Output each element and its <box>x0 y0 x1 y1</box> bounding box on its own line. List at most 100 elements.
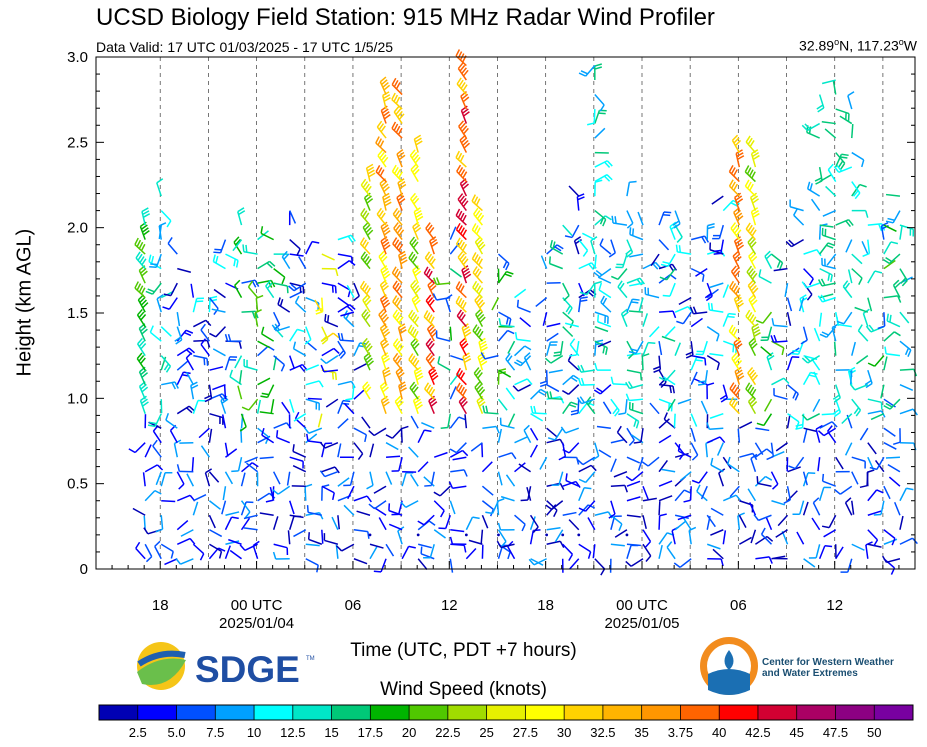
barb-flag <box>377 167 383 175</box>
barb-flag <box>362 381 369 388</box>
barb-flag <box>576 397 583 405</box>
barb-staff <box>261 434 275 444</box>
barb-staff <box>883 427 896 437</box>
barb-staff <box>888 476 901 487</box>
wind-barb <box>198 427 210 439</box>
barb-flag <box>414 398 421 404</box>
barb-flag <box>346 305 354 312</box>
barb-staff <box>689 486 692 501</box>
wind-barb <box>691 471 708 484</box>
barb-flag <box>413 224 421 231</box>
y-tick-label: 0 <box>80 561 88 578</box>
barb-flag <box>320 358 327 365</box>
wind-barb <box>847 91 855 110</box>
barb-flag <box>425 268 431 276</box>
barb-staff <box>143 515 146 530</box>
barb-flag <box>827 273 831 281</box>
barb-flag <box>398 180 406 187</box>
wind-barb <box>746 265 758 284</box>
wind-barb <box>223 385 227 400</box>
x-tick-label: 12 <box>441 597 458 614</box>
barb-flag <box>461 255 467 263</box>
barb-flag <box>618 523 623 531</box>
barb-staff <box>813 371 821 385</box>
wind-barb <box>810 198 821 212</box>
barb-flag <box>212 254 216 262</box>
barb-flag <box>138 241 144 250</box>
barb-flag <box>511 452 517 460</box>
barb-flag <box>350 256 354 264</box>
wind-barb <box>728 164 740 183</box>
wind-barb <box>573 236 582 255</box>
barb-flag <box>165 412 170 421</box>
barb-flag <box>218 551 223 559</box>
barb-staff <box>208 547 220 560</box>
barb-staff <box>234 355 243 369</box>
wind-barb <box>331 516 339 531</box>
barb-flag <box>750 284 757 292</box>
wind-barb <box>644 287 660 299</box>
barb-flag <box>409 381 416 389</box>
wind-barb <box>321 267 339 277</box>
barb-flag <box>148 254 152 262</box>
wind-barb <box>867 355 885 367</box>
barb-staff <box>763 413 773 426</box>
barb-flag <box>383 97 391 102</box>
colorbar-swatch <box>254 705 294 720</box>
coord-lon-suffix: W <box>903 37 917 54</box>
barb-flag <box>751 388 757 396</box>
wind-barb <box>455 150 467 168</box>
wind-barb <box>629 282 644 287</box>
barb-flag <box>462 301 467 310</box>
wind-barb <box>844 497 853 516</box>
barb-flag <box>548 256 552 264</box>
wind-barb <box>816 94 825 113</box>
barb-flag <box>594 63 602 67</box>
barb-staff <box>456 315 467 328</box>
wind-barb <box>626 456 641 464</box>
barb-staff <box>514 345 526 357</box>
barb-staff <box>208 471 220 483</box>
barb-flag <box>440 426 449 430</box>
barb-staff <box>856 355 869 365</box>
colorbar-swatch <box>486 705 526 720</box>
barb-flag <box>429 369 437 376</box>
barb-flag <box>728 179 734 187</box>
barb-staff <box>892 210 901 224</box>
wind-barb <box>393 222 405 241</box>
barb-flag <box>814 177 822 182</box>
wind-barb <box>530 388 548 400</box>
barb-staff <box>562 224 573 236</box>
barb-flag <box>575 457 580 465</box>
barb-staff <box>847 95 853 110</box>
barb-flag <box>714 249 722 252</box>
barb-staff <box>252 545 259 559</box>
barb-flag <box>458 166 464 174</box>
barb-flag <box>393 80 399 88</box>
colorbar-frame <box>98 704 914 721</box>
barb-flag <box>139 256 145 263</box>
barb-staff <box>293 348 307 357</box>
barb-flag <box>734 357 741 364</box>
barb-flag <box>462 449 469 457</box>
wind-barb <box>771 340 785 356</box>
wind-barb <box>732 250 742 269</box>
wind-barb <box>578 401 595 415</box>
calm-dot <box>416 533 420 537</box>
barb-staff <box>613 471 628 478</box>
wind-barb <box>320 355 339 365</box>
barb-staff <box>771 253 783 264</box>
barb-flag <box>237 207 245 213</box>
barb-flag <box>524 352 531 359</box>
wind-barb <box>688 526 697 545</box>
barb-staff <box>155 471 162 486</box>
wind-barb <box>626 427 635 447</box>
wind-barb <box>731 352 743 371</box>
barb-flag <box>456 164 462 172</box>
wind-barb <box>523 352 532 371</box>
barb-flag <box>425 338 432 345</box>
barb-staff <box>192 543 205 555</box>
barb-flag <box>458 79 464 87</box>
barb-staff <box>562 374 574 386</box>
barb-staff <box>870 413 885 421</box>
